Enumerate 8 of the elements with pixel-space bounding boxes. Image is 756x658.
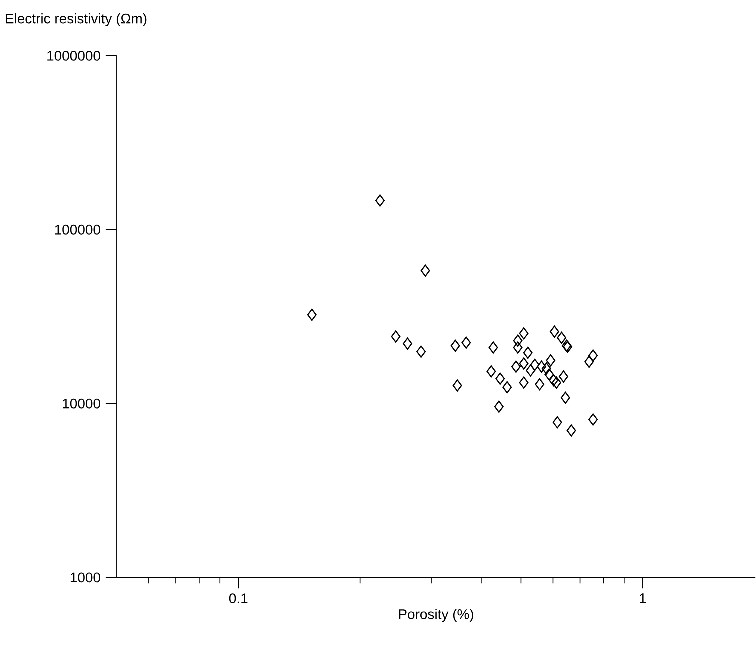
y-axis-title: Electric resistivity (Ωm) xyxy=(6,14,147,27)
y-tick-label: 1000000 xyxy=(48,51,100,62)
x-tick-label: 0.1 xyxy=(229,594,248,604)
y-tick-label: 1000 xyxy=(70,572,100,583)
x-tick-label: 1 xyxy=(640,594,646,604)
y-tick-label: 100000 xyxy=(55,225,100,236)
x-axis-title: Porosity (%) xyxy=(399,609,474,622)
y-tick-label: 10000 xyxy=(63,399,100,409)
